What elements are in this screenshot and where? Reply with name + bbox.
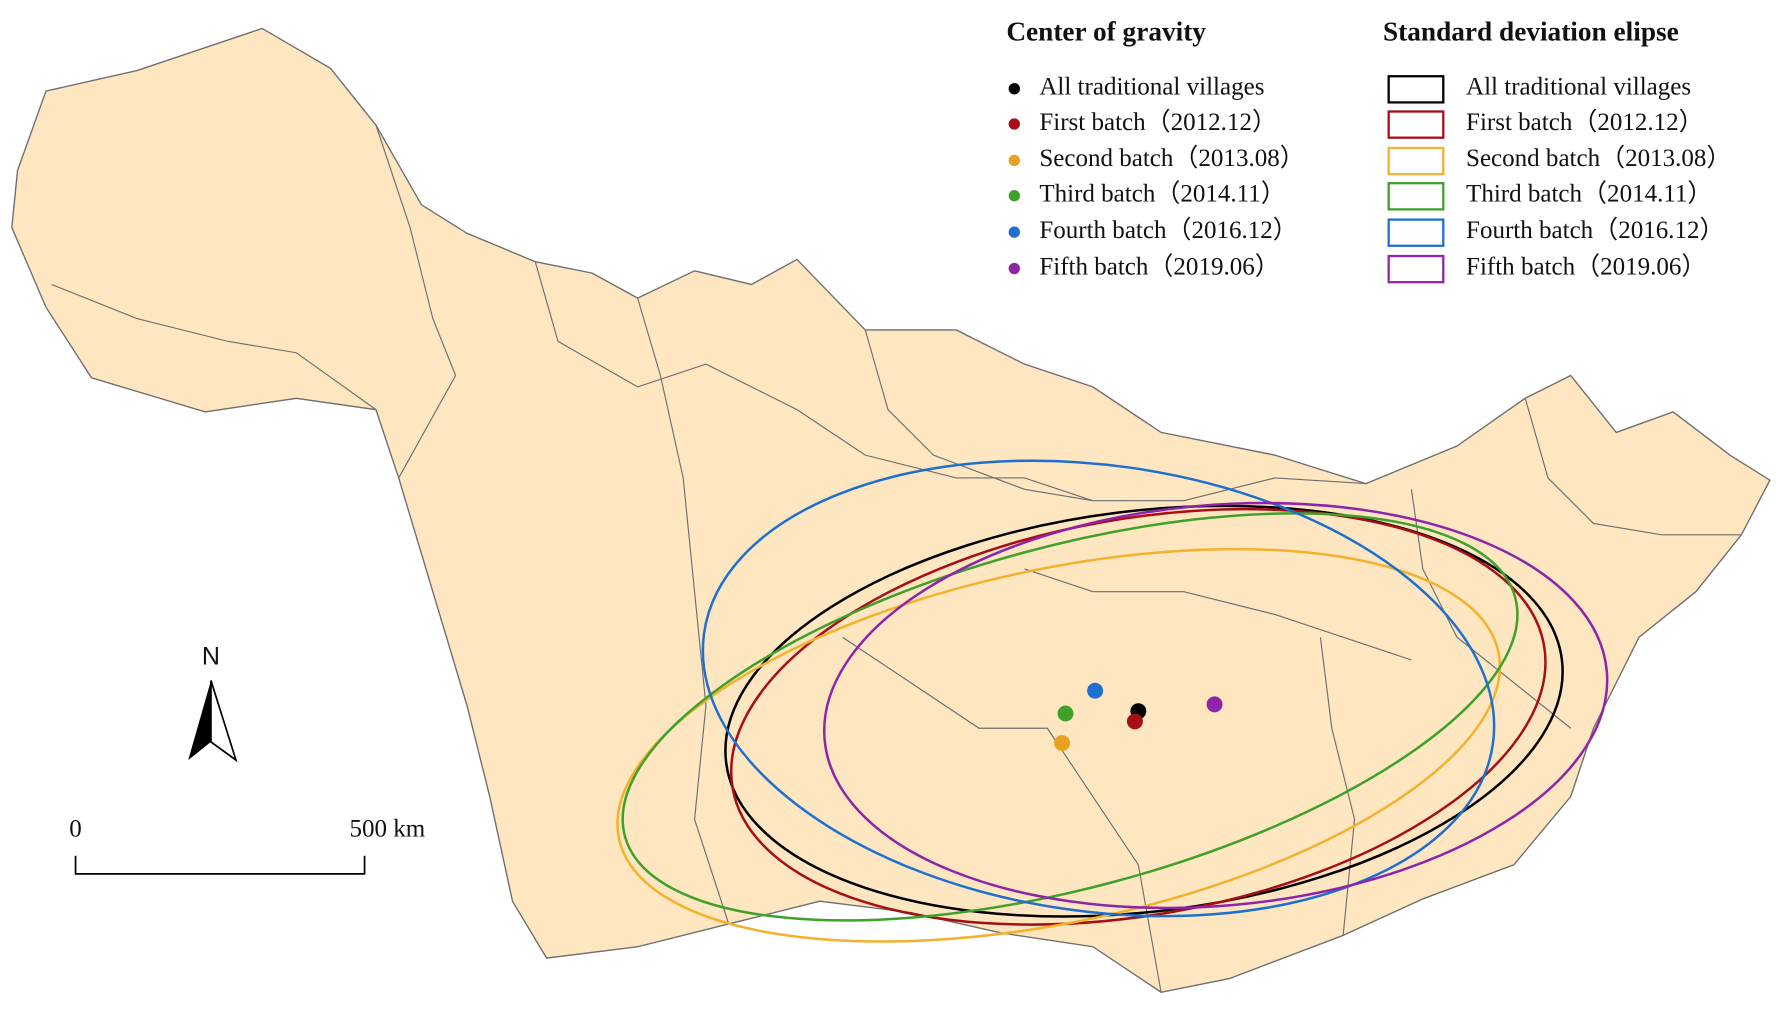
- arrow-half: [188, 680, 211, 761]
- legend-dot: [1008, 226, 1020, 238]
- legend-label: Third batch（2014.11）: [1466, 179, 1712, 207]
- legend: Center of gravity Standard deviation eli…: [1006, 16, 1731, 284]
- scale-end: 500 km: [349, 815, 425, 842]
- std-ellipse: [729, 507, 1547, 926]
- std-ellipse: [724, 504, 1564, 918]
- legend-label: All traditional villages: [1039, 74, 1264, 101]
- legend-swatch: [1387, 146, 1445, 176]
- scale-start: 0: [69, 815, 82, 842]
- legend-dot: [1008, 83, 1020, 95]
- scale-bar: 0 500 km: [69, 815, 426, 875]
- arrow-half: [210, 680, 238, 763]
- gravity-center: [1206, 696, 1223, 713]
- legend-label: Fourth batch（2016.12）: [1039, 216, 1297, 244]
- legend-title: Center of gravity: [1006, 16, 1206, 46]
- legend-dot: [1008, 190, 1020, 202]
- std-ellipse: [621, 512, 1519, 922]
- legend-swatch: [1387, 254, 1445, 284]
- legend-dot: [1008, 118, 1020, 130]
- legend-label: Second batch（2013.08）: [1466, 144, 1731, 172]
- north-arrow: N: [188, 642, 238, 763]
- region: [11, 27, 1771, 993]
- legend-title: Standard deviation elipse: [1383, 16, 1679, 46]
- gravity-center: [1057, 705, 1074, 722]
- scale-line: [74, 855, 366, 875]
- legend-label: Second batch（2013.08）: [1039, 144, 1304, 172]
- legend-swatch: [1387, 75, 1445, 104]
- legend-label: All traditional villages: [1466, 74, 1691, 101]
- legend-label: Fifth batch（2019.06）: [1466, 252, 1706, 280]
- gravity-center: [1054, 735, 1071, 752]
- legend-label: Fourth batch（2016.12）: [1466, 216, 1724, 244]
- legend-label: First batch（2012.12）: [1039, 108, 1277, 136]
- legend-swatch: [1387, 182, 1445, 211]
- gravity-center: [1087, 682, 1104, 699]
- std-ellipse: [822, 501, 1609, 910]
- legend-label: Fifth batch（2019.06）: [1039, 252, 1279, 280]
- legend-label: Third batch（2014.11）: [1039, 179, 1285, 207]
- points: [1054, 682, 1223, 752]
- ellipses: [616, 459, 1609, 943]
- std-ellipse: [701, 459, 1496, 918]
- legend-swatch: [1387, 218, 1445, 247]
- std-ellipse: [616, 547, 1502, 943]
- legend-dot: [1008, 262, 1020, 275]
- legend-dot: [1008, 154, 1020, 167]
- legend-swatch: [1387, 110, 1445, 139]
- north-label: N: [202, 642, 220, 670]
- boundaries: [51, 124, 1742, 993]
- legend-label: First batch（2012.12）: [1466, 108, 1704, 136]
- gravity-center: [1126, 713, 1143, 730]
